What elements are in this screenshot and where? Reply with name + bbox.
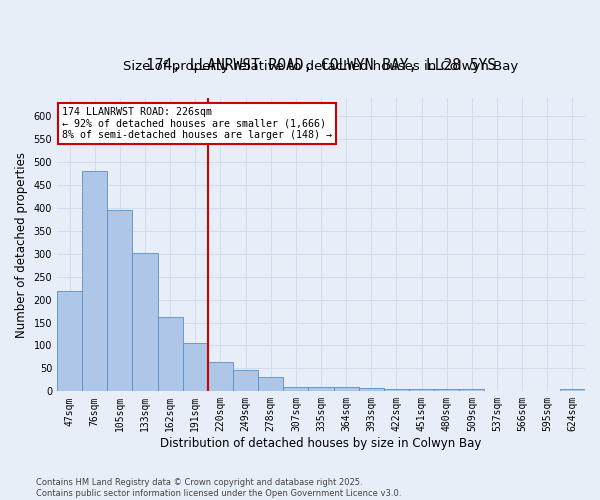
Bar xyxy=(183,343,208,392)
Bar xyxy=(133,253,158,392)
Bar xyxy=(233,370,258,392)
Bar xyxy=(459,390,484,392)
Bar xyxy=(258,377,283,392)
Bar xyxy=(82,171,107,392)
Bar xyxy=(57,292,82,392)
Title: Size of property relative to detached houses in Colwyn Bay: Size of property relative to detached ho… xyxy=(124,60,518,73)
Y-axis label: Number of detached properties: Number of detached properties xyxy=(15,152,28,338)
X-axis label: Distribution of detached houses by size in Colwyn Bay: Distribution of detached houses by size … xyxy=(160,437,482,450)
Bar xyxy=(208,362,233,392)
Text: 174 LLANRWST ROAD: 226sqm
← 92% of detached houses are smaller (1,666)
8% of sem: 174 LLANRWST ROAD: 226sqm ← 92% of detac… xyxy=(62,106,332,140)
Bar xyxy=(434,390,459,392)
Bar xyxy=(359,388,384,392)
Bar xyxy=(384,389,409,392)
Text: 174, LLANRWST ROAD, COLWYN BAY, LL28 5YS: 174, LLANRWST ROAD, COLWYN BAY, LL28 5YS xyxy=(146,58,496,73)
Bar xyxy=(560,389,585,392)
Bar xyxy=(334,387,359,392)
Bar xyxy=(308,386,334,392)
Bar xyxy=(409,389,434,392)
Bar xyxy=(283,386,308,392)
Text: Contains HM Land Registry data © Crown copyright and database right 2025.
Contai: Contains HM Land Registry data © Crown c… xyxy=(36,478,401,498)
Bar xyxy=(158,316,183,392)
Bar xyxy=(107,210,133,392)
